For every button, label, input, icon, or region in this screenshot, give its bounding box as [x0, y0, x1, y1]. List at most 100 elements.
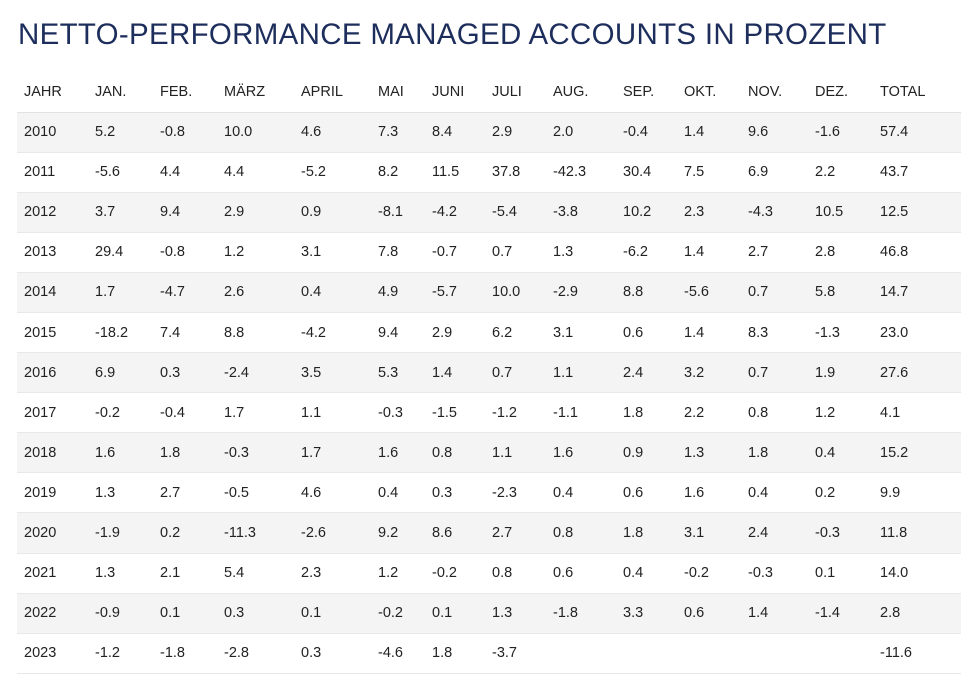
column-header: JULI: [485, 72, 546, 113]
table-row: 2021 1.3 2.1 5.4 2.3 1.2 -0.2 0.8 0.6 0.4 -0.2 -0.3…: [17, 553, 961, 594]
month-cell: 2.9: [425, 312, 485, 354]
table-row: 2020 -1.9 0.2 -11.3 -2.6 9.2 8.6 2.7 0.8 1.8 3.1 2.…: [17, 512, 961, 554]
header-row: JAHR JAN. FEB. MÄRZ APRIL MAI JUNI JULI AUG. SEP.…: [17, 72, 961, 113]
month-cell: 0.2: [153, 512, 217, 554]
month-cell: 1.1: [294, 392, 371, 434]
month-cell: -2.3: [485, 472, 546, 514]
column-header: OKT.: [677, 72, 741, 113]
month-cell: 30.4: [616, 152, 677, 193]
year-cell: 2022: [17, 593, 88, 634]
table-header: JAHR JAN. FEB. MÄRZ APRIL MAI JUNI JULI AUG. SEP.…: [17, 72, 961, 113]
month-cell: -0.3: [741, 553, 808, 594]
month-cell: 6.9: [88, 352, 153, 394]
month-cell: 1.7: [294, 432, 371, 474]
month-cell: 1.7: [217, 392, 294, 434]
month-cell: 0.4: [741, 472, 808, 514]
month-cell: -0.4: [616, 112, 677, 153]
performance-table: JAHR JAN. FEB. MÄRZ APRIL MAI JUNI JULI AUG. SEP.…: [17, 72, 961, 674]
month-cell: -1.4: [808, 593, 873, 634]
month-cell: 5.3: [371, 352, 425, 394]
month-cell: -0.3: [217, 432, 294, 474]
month-cell: 1.1: [485, 432, 546, 474]
total-cell: 14.0: [873, 553, 961, 594]
table-row: 2017 -0.2 -0.4 1.7 1.1 -0.3 -1.5 -1.2 -1.1 1.8 2.2…: [17, 392, 961, 434]
month-cell: 0.3: [217, 593, 294, 634]
month-cell: -5.2: [294, 152, 371, 193]
month-cell: 7.8: [371, 232, 425, 273]
month-cell: 9.4: [153, 192, 217, 233]
year-cell: 2019: [17, 472, 88, 514]
month-cell: -0.8: [153, 232, 217, 273]
month-cell: -6.2: [616, 232, 677, 273]
column-header: MÄRZ: [217, 72, 294, 113]
total-cell: 12.5: [873, 192, 961, 233]
month-cell: -42.3: [546, 152, 616, 193]
month-cell: 1.4: [677, 312, 741, 354]
month-cell: 1.8: [741, 432, 808, 474]
month-cell: 4.4: [153, 152, 217, 193]
month-cell: -0.2: [677, 553, 741, 594]
table-row: 2022 -0.9 0.1 0.3 0.1 -0.2 0.1 1.3 -1.8 3.3 0.6 1.4…: [17, 593, 961, 634]
month-cell: 10.0: [217, 112, 294, 153]
month-cell: 9.6: [741, 112, 808, 153]
month-cell: 0.7: [485, 232, 546, 273]
month-cell: 0.8: [741, 392, 808, 434]
month-cell: 8.4: [425, 112, 485, 153]
month-cell: 1.3: [677, 432, 741, 474]
month-cell: 0.7: [741, 272, 808, 313]
month-cell: -2.8: [217, 633, 294, 674]
month-cell: 0.9: [616, 432, 677, 474]
column-header: TOTAL: [873, 72, 961, 113]
month-cell: 7.4: [153, 312, 217, 354]
year-cell: 2010: [17, 112, 88, 153]
total-cell: 57.4: [873, 112, 961, 153]
month-cell: -0.3: [808, 512, 873, 554]
month-cell: 4.4: [217, 152, 294, 193]
table-row: 2016 6.9 0.3 -2.4 3.5 5.3 1.4 0.7 1.1 2.4 3.2 0.7 1.…: [17, 352, 961, 394]
month-cell: [808, 633, 873, 674]
month-cell: 1.4: [425, 352, 485, 394]
table-row: 2023 -1.2 -1.8 -2.8 0.3 -4.6 1.8 -3.7 -11.6: [17, 633, 961, 674]
month-cell: -1.8: [153, 633, 217, 674]
month-cell: 0.3: [294, 633, 371, 674]
year-cell: 2012: [17, 192, 88, 233]
month-cell: -4.3: [741, 192, 808, 233]
year-cell: 2016: [17, 352, 88, 394]
month-cell: 2.8: [808, 232, 873, 273]
year-cell: 2021: [17, 553, 88, 594]
month-cell: 1.6: [677, 472, 741, 514]
month-cell: 1.9: [808, 352, 873, 394]
month-cell: 5.2: [88, 112, 153, 153]
month-cell: 3.1: [294, 232, 371, 273]
month-cell: 0.4: [616, 553, 677, 594]
year-cell: 2017: [17, 392, 88, 434]
month-cell: 4.9: [371, 272, 425, 313]
month-cell: 0.9: [294, 192, 371, 233]
month-cell: 1.2: [217, 232, 294, 273]
table-row: 2019 1.3 2.7 -0.5 4.6 0.4 0.3 -2.3 0.4 0.6 1.6 0.4 0…: [17, 472, 961, 514]
month-cell: 3.1: [546, 312, 616, 354]
month-cell: 0.1: [294, 593, 371, 634]
month-cell: 8.6: [425, 512, 485, 554]
month-cell: -1.8: [546, 593, 616, 634]
month-cell: 0.2: [808, 472, 873, 514]
month-cell: 2.7: [741, 232, 808, 273]
year-cell: 2015: [17, 312, 88, 354]
month-cell: 1.6: [88, 432, 153, 474]
month-cell: 3.7: [88, 192, 153, 233]
column-header: JUNI: [425, 72, 485, 113]
month-cell: 8.8: [616, 272, 677, 313]
month-cell: 5.8: [808, 272, 873, 313]
month-cell: 0.4: [808, 432, 873, 474]
month-cell: -5.4: [485, 192, 546, 233]
month-cell: 0.3: [425, 472, 485, 514]
month-cell: 1.8: [153, 432, 217, 474]
month-cell: -1.2: [485, 392, 546, 434]
month-cell: -5.6: [88, 152, 153, 193]
month-cell: 1.8: [425, 633, 485, 674]
month-cell: 1.4: [677, 232, 741, 273]
total-cell: 27.6: [873, 352, 961, 394]
month-cell: -1.2: [88, 633, 153, 674]
month-cell: -1.6: [808, 112, 873, 153]
